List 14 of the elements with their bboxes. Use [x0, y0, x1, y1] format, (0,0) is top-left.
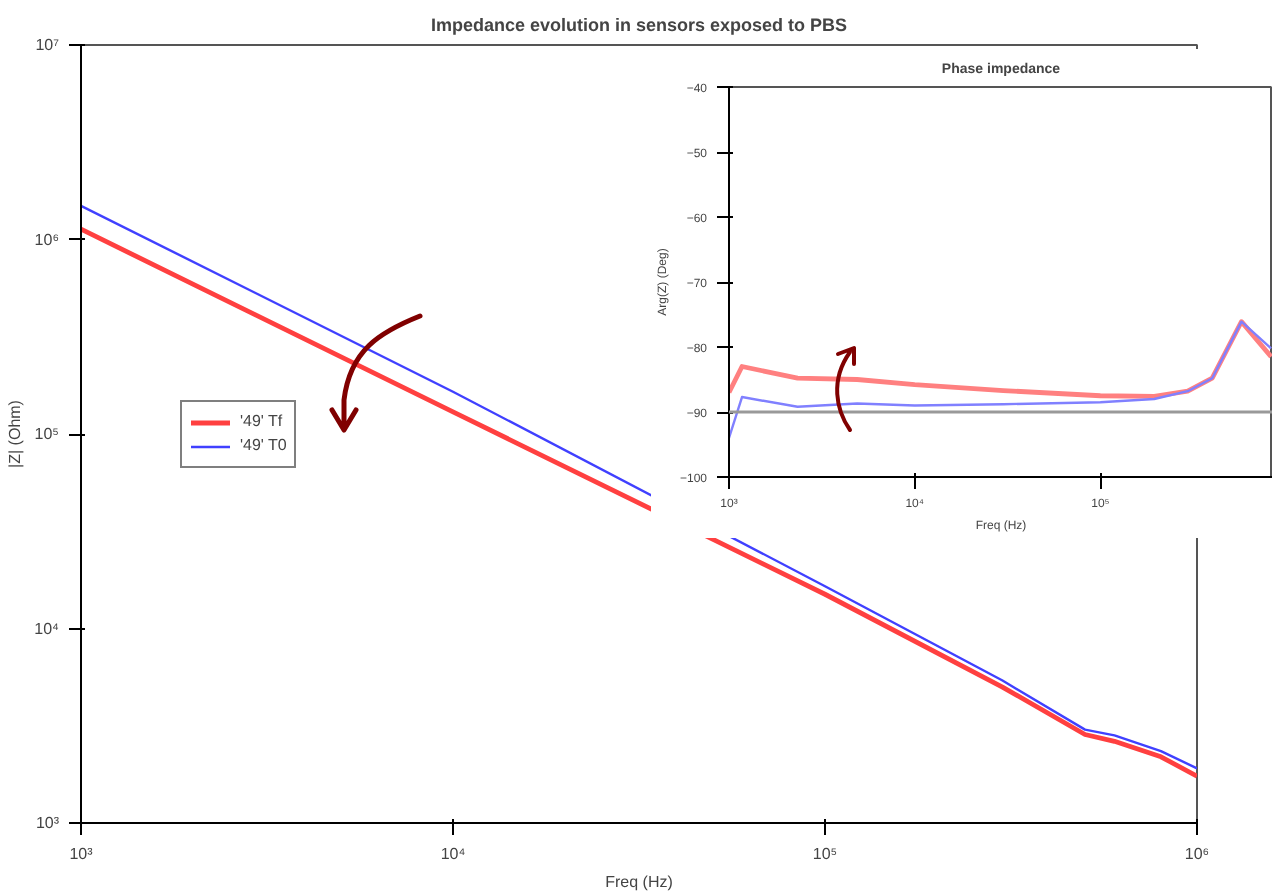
x-tick-label: 10⁶: [1184, 845, 1210, 863]
chart-title: Impedance evolution in sensors exposed to PBS: [430, 15, 848, 35]
y-tick-label: 10⁶: [34, 230, 60, 249]
y-tick-label: 10⁷: [35, 36, 60, 54]
x-tick-label: 10⁵: [812, 845, 838, 863]
x-axis-title: Freq (Hz): [605, 873, 674, 891]
x-tick-label: 10⁴: [440, 845, 467, 863]
y-tick-label: 10³: [35, 814, 60, 832]
x-tick-label: 10³: [69, 845, 94, 863]
y-tick-label: 10⁴: [34, 619, 61, 638]
y-axis-title: |Z| (Ohm): [6, 399, 25, 468]
y-tick-label: 10⁵: [34, 425, 60, 443]
legend-label: '49' Tf: [240, 410, 283, 433]
legend-label: '49' T0: [240, 434, 287, 457]
